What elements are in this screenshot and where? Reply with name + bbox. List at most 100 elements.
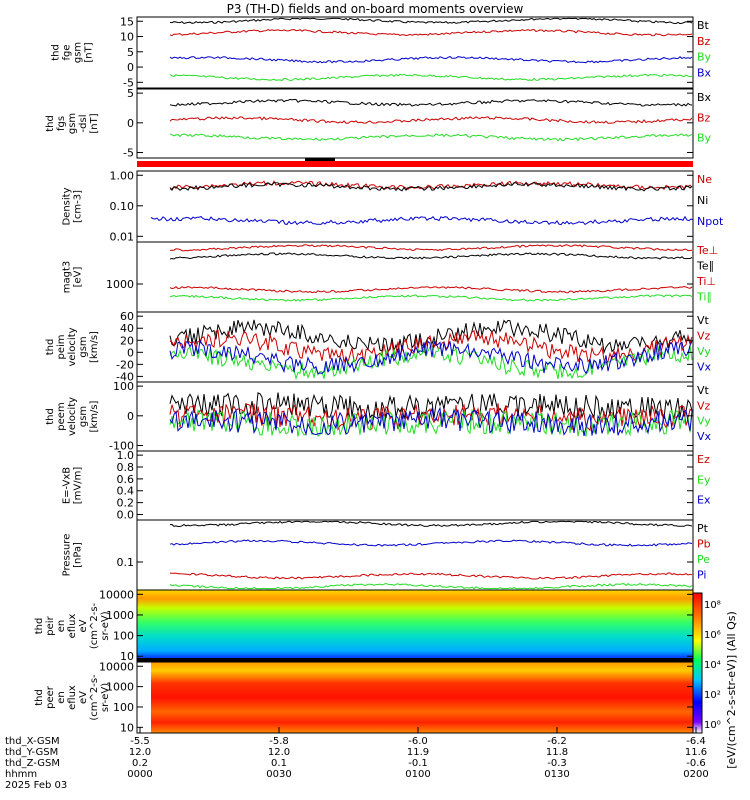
legend-4-3: Ti∥ xyxy=(696,291,712,304)
xaxis-value-3-1: 11.8 xyxy=(546,747,568,758)
xaxis-value-2-0: -6.0 xyxy=(408,736,428,747)
xaxis-row-label-3: hhmm xyxy=(5,769,37,780)
series-line-8-3 xyxy=(169,539,693,547)
legend-5-0: Vt xyxy=(697,314,710,327)
y-tick-label-9-3: 10 xyxy=(120,650,134,663)
ylabel-line-10-5: (cm^2-s- xyxy=(89,674,100,721)
y-tick-label-3-2: 0.01 xyxy=(110,230,135,243)
ylabel-line-6-4: [km/s] xyxy=(89,400,100,432)
legend-8-2: Pe xyxy=(697,553,710,566)
ylabel-line-6-3: gsm xyxy=(78,406,89,427)
status-bar xyxy=(137,161,693,167)
ylabel-line-5-0: thd xyxy=(45,339,56,356)
series-line-6-2 xyxy=(169,407,693,437)
xaxis-value-0-0: -5.5 xyxy=(130,736,150,747)
xaxis-value-4-2: -0.6 xyxy=(686,758,706,769)
ylabel-line-10-1: peer xyxy=(45,685,56,709)
ylabel-line-2-0: thd xyxy=(45,115,56,132)
series-line-1-0 xyxy=(169,17,693,25)
xaxis-value-0-3: 0000 xyxy=(127,769,152,780)
legend-4-2: Ti⊥ xyxy=(696,275,716,288)
panel-frame-1 xyxy=(136,16,694,89)
ylabel-line-3-1: [cm-3] xyxy=(73,190,84,223)
y-tick-label-5-3: 0 xyxy=(127,346,134,359)
ylabel-8: Pressure [nPa] xyxy=(62,534,84,577)
panel-frame-4 xyxy=(136,241,694,313)
ylabel-line-9-0: thd xyxy=(34,618,45,635)
status-marker xyxy=(305,158,335,161)
y-tick-label-6-0: 100 xyxy=(113,380,134,393)
spectrogram-9 xyxy=(137,590,693,662)
ylabel-line-8-1: [nPa] xyxy=(73,542,84,568)
ylabel-10: thd peer en eflux eV (cm^2-s-sr-eV) xyxy=(34,674,111,721)
spectrogram-gap xyxy=(137,662,151,733)
ylabel-line-7-1: [mV/m] xyxy=(73,467,84,505)
legend-6-3: Vx xyxy=(697,430,712,443)
colorbar xyxy=(692,592,703,734)
y-tick-label-7-5: 0.0 xyxy=(117,508,135,521)
y-tick-label-1-0: 15 xyxy=(120,15,134,28)
series-line-2-0 xyxy=(169,98,693,107)
panel-frame-3 xyxy=(136,170,694,243)
y-tick-label-6-2: -100 xyxy=(109,439,134,452)
ylabel-line-1-1: fge xyxy=(62,44,73,60)
series-line-8-1 xyxy=(169,572,693,580)
series-line-1-3 xyxy=(169,55,693,64)
ylabel-line-10-2: en xyxy=(56,691,67,704)
ylabel-line-9-2: en xyxy=(56,620,67,633)
series-line-2-1 xyxy=(169,116,693,124)
xaxis-value-1-3: 0030 xyxy=(266,769,291,780)
ylabel-line-4-0: magt3 xyxy=(62,261,73,294)
series-line-3-0 xyxy=(169,180,693,191)
ylabel-line-2-4: [nT] xyxy=(89,113,100,133)
ylabel-line-4-1: [eV] xyxy=(73,267,84,288)
series-line-4-3 xyxy=(169,294,693,302)
y-tick-label-10-1: 1000 xyxy=(106,681,134,694)
ylabel-line-5-3: gsm xyxy=(78,336,89,357)
legend-1-2: By xyxy=(697,51,712,64)
ylabel-line-7-0: E=-VxB xyxy=(62,467,73,504)
series-line-5-3 xyxy=(169,339,693,375)
series-line-3-1 xyxy=(169,181,693,192)
ylabel-line-1-3: [nT] xyxy=(84,42,95,62)
legend-4-0: Te⊥ xyxy=(696,244,718,257)
y-tick-label-6-1: 0 xyxy=(127,410,134,423)
ylabel-line-10-6: sr-eV) xyxy=(100,683,111,712)
y-tick-label-10-2: 100 xyxy=(113,701,134,714)
series-line-4-1 xyxy=(169,252,693,260)
colorbar-tick-3: 10² xyxy=(704,690,721,701)
legend-2-0: Bx xyxy=(697,91,712,104)
y-tick-label-5-4: -20 xyxy=(116,358,134,371)
y-tick-label-5-0: 60 xyxy=(120,310,134,323)
xaxis-value-4-1: 11.6 xyxy=(685,747,707,758)
spectrogram-edge xyxy=(137,658,693,662)
ylabel-4: magt3 [eV] xyxy=(62,261,84,294)
y-tick-label-9-2: 100 xyxy=(113,630,134,643)
legend-8-1: Pb xyxy=(697,538,711,551)
legend-4-1: Te∥ xyxy=(696,260,714,273)
ylabel-9: thd peir en eflux eV (cm^2-s-sr-eV) xyxy=(34,602,111,649)
ylabel-line-6-2: velocity xyxy=(67,397,78,436)
series-line-6-1 xyxy=(169,403,693,432)
y-tick-label-10-0: 10000 xyxy=(99,660,134,673)
ylabel-3: Density [cm-3] xyxy=(62,187,84,225)
y-tick-label-7-4: 0.2 xyxy=(117,497,135,510)
ylabel-line-6-0: thd xyxy=(45,408,56,425)
xaxis-row-label-1: thd_Y-GSM xyxy=(5,747,58,758)
y-tick-label-9-0: 10000 xyxy=(99,588,134,601)
y-tick-label-4-0: 1000 xyxy=(106,278,134,291)
ylabel-line-10-3: eflux xyxy=(67,685,78,710)
legend-3-2: Npot xyxy=(697,215,724,228)
y-tick-label-3-0: 1.00 xyxy=(110,169,135,182)
legend-8-3: Pi xyxy=(697,569,706,582)
y-tick-label-5-5: -40 xyxy=(116,370,134,383)
ylabel-line-8-0: Pressure xyxy=(62,534,73,577)
series-line-6-3 xyxy=(169,406,693,437)
series-line-1-2 xyxy=(169,73,693,82)
xaxis-value-4-3: 0200 xyxy=(683,769,708,780)
series-line-4-2 xyxy=(169,285,693,294)
legend-5-3: Vx xyxy=(697,361,712,374)
legend-6-0: Vt xyxy=(697,384,710,397)
panel-frame-6 xyxy=(136,381,694,452)
legend-1-0: Bt xyxy=(697,19,710,32)
